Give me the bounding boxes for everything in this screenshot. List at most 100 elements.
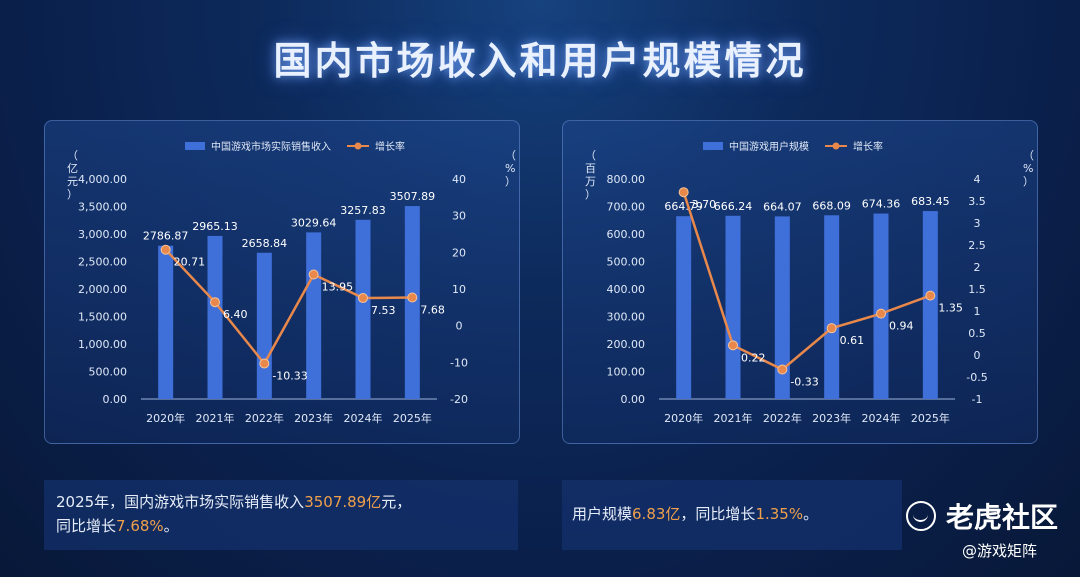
right-tick-label: 3.5 bbox=[968, 195, 986, 208]
growth-line bbox=[164, 248, 413, 366]
bar bbox=[256, 252, 272, 399]
right-tick-label: -1 bbox=[972, 393, 983, 406]
bar bbox=[824, 215, 840, 399]
left-tick-label: 0.00 bbox=[103, 393, 128, 406]
bar-value-label: 2786.87 bbox=[143, 230, 189, 243]
left-tick-label: 800.00 bbox=[607, 173, 646, 186]
growth-point bbox=[210, 297, 220, 308]
users-chart-panel: 中国游戏用户规模 增长率 （百万） （%） 0.00 100.00 200.00 300.00… bbox=[562, 120, 1038, 444]
legend-line-marker bbox=[832, 142, 840, 150]
source-credit: @游戏矩阵 bbox=[962, 542, 1038, 560]
left-tick-label: 2,500.00 bbox=[78, 256, 127, 269]
legend-line-marker bbox=[354, 142, 362, 150]
right-axis-title: （%） bbox=[505, 149, 516, 188]
growth-value-label: 20.71 bbox=[174, 256, 206, 269]
right-tick-label: 0.5 bbox=[968, 327, 986, 340]
users-summary: 用户规模6.83亿，同比增长1.35%。 bbox=[562, 480, 902, 550]
bar-value-label: 668.09 bbox=[812, 199, 851, 212]
left-axis-title: （百万） bbox=[585, 149, 596, 201]
summary-text: ，同比增长 bbox=[680, 505, 756, 523]
right-tick-label: 3 bbox=[974, 217, 981, 230]
growth-value-label: 1.35 bbox=[938, 302, 963, 315]
left-tick-label: 4,000.00 bbox=[78, 173, 127, 186]
summary-text: 2025年，国内游戏市场实际销售收入 bbox=[56, 493, 305, 511]
growth-value-label: 7.53 bbox=[371, 304, 396, 317]
growth-value-label: 3.70 bbox=[692, 198, 717, 211]
summary-text: 用户规模 bbox=[572, 505, 633, 523]
growth-point bbox=[407, 292, 418, 303]
left-tick-label: 2,000.00 bbox=[78, 283, 127, 296]
growth-value-label: 0.94 bbox=[889, 320, 914, 333]
summary-highlight: 6.83亿 bbox=[632, 505, 681, 523]
growth-value-label: 7.68 bbox=[420, 304, 445, 317]
bar-value-label: 2965.13 bbox=[192, 220, 238, 233]
category-label: 2022年 bbox=[245, 411, 284, 425]
legend-line-label: 增长率 bbox=[853, 140, 883, 153]
growth-value-label: -0.33 bbox=[790, 376, 818, 389]
right-tick-label: 2 bbox=[974, 261, 981, 274]
revenue-summary: 2025年，国内游戏市场实际销售收入3507.89亿元， 同比增长7.68%。 bbox=[44, 480, 518, 550]
left-tick-label: 500.00 bbox=[89, 366, 128, 379]
left-tick-label: 300.00 bbox=[607, 311, 646, 324]
category-label: 2020年 bbox=[146, 411, 185, 425]
summary-text: 。 bbox=[803, 505, 819, 523]
bar-value-label: 666.24 bbox=[714, 200, 753, 213]
growth-value-label: 0.22 bbox=[741, 351, 766, 364]
bar-value-label: 3257.83 bbox=[340, 204, 386, 217]
bar bbox=[676, 216, 692, 399]
bar bbox=[873, 213, 889, 399]
right-tick-label: 0 bbox=[974, 349, 981, 362]
growth-line bbox=[682, 191, 931, 372]
bar bbox=[725, 215, 741, 399]
brand-logo: 老虎社区 bbox=[906, 496, 1066, 536]
left-tick-label: 400.00 bbox=[607, 283, 646, 296]
summary-highlight: 1.35% bbox=[755, 505, 804, 523]
summary-highlight: 3507.89亿 bbox=[304, 493, 382, 511]
right-tick-label: 40 bbox=[452, 173, 466, 186]
category-label: 2023年 bbox=[294, 411, 333, 425]
right-tick-label: 0 bbox=[456, 320, 463, 333]
left-tick-label: 1,000.00 bbox=[78, 338, 127, 351]
left-tick-label: 1,500.00 bbox=[78, 311, 127, 324]
legend-bar-label: 中国游戏市场实际销售收入 bbox=[211, 140, 331, 153]
right-tick-label: 2.5 bbox=[968, 239, 986, 252]
bar-value-label: 683.45 bbox=[911, 195, 950, 208]
right-tick-label: 1.5 bbox=[968, 283, 986, 296]
right-tick-label: -0.5 bbox=[966, 371, 987, 384]
bar-value-label: 674.36 bbox=[862, 198, 901, 211]
bar bbox=[306, 232, 322, 399]
growth-point bbox=[160, 244, 171, 255]
right-tick-label: 30 bbox=[452, 210, 466, 223]
left-tick-label: 0.00 bbox=[621, 393, 646, 406]
category-label: 2021年 bbox=[196, 411, 235, 425]
bar bbox=[207, 235, 223, 399]
legend-bar-swatch bbox=[185, 142, 205, 150]
growth-point bbox=[777, 364, 788, 375]
bar bbox=[922, 211, 938, 399]
category-label: 2022年 bbox=[763, 411, 802, 425]
category-label: 2021年 bbox=[714, 411, 753, 425]
category-label: 2020年 bbox=[664, 411, 703, 425]
left-tick-label: 100.00 bbox=[607, 366, 646, 379]
growth-point bbox=[259, 358, 270, 369]
brand-name: 老虎社区 bbox=[946, 501, 1059, 534]
category-label: 2024年 bbox=[862, 411, 901, 425]
users-chart: 中国游戏用户规模 增长率 （百万） （%） 0.00 100.00 200.00 300.00… bbox=[585, 140, 1034, 425]
bar-value-label: 2658.84 bbox=[242, 237, 288, 250]
growth-point bbox=[925, 290, 936, 301]
revenue-chart-panel: 中国游戏市场实际销售收入 增长率 （亿元） （%） 0.00 500.00 1,000.00… bbox=[44, 120, 520, 444]
summary-text: 。 bbox=[163, 517, 179, 535]
left-tick-label: 3,500.00 bbox=[78, 201, 127, 214]
category-label: 2025年 bbox=[393, 411, 432, 425]
growth-value-label: 13.95 bbox=[322, 281, 354, 294]
right-axis-title: （%） bbox=[1023, 149, 1034, 188]
left-tick-label: 600.00 bbox=[607, 228, 646, 241]
left-tick-label: 3,000.00 bbox=[78, 228, 127, 241]
bar-value-label: 664.79 bbox=[664, 200, 703, 213]
growth-point bbox=[358, 293, 368, 304]
legend-line-label: 增长率 bbox=[375, 140, 405, 153]
bar-value-label: 3029.64 bbox=[291, 216, 337, 229]
revenue-chart: 中国游戏市场实际销售收入 增长率 （亿元） （%） 0.00 500.00 1,000.00… bbox=[67, 140, 516, 425]
left-axis-title: （亿元） bbox=[67, 149, 78, 201]
right-tick-label: 4 bbox=[974, 173, 981, 186]
